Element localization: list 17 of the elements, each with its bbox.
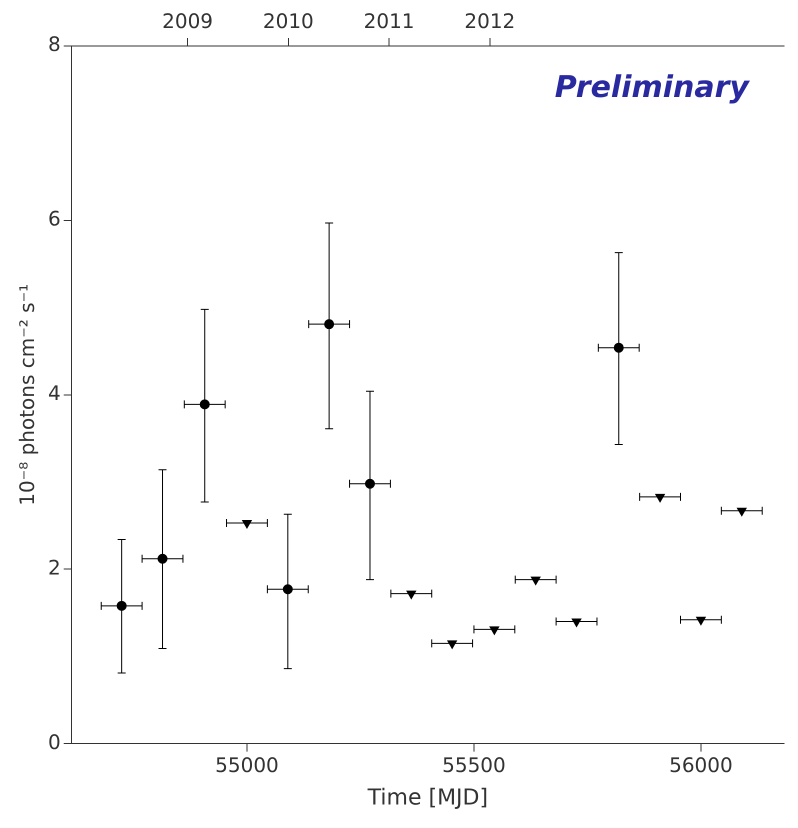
x2-tick-label: 2011 xyxy=(364,9,415,34)
y-tick-label: 2 xyxy=(48,555,61,580)
annotation: Preliminary xyxy=(554,70,750,105)
y-tick-label: 8 xyxy=(48,32,61,56)
y-tick-label: 4 xyxy=(48,381,61,406)
x-tick-label: 55000 xyxy=(215,752,279,777)
point xyxy=(406,590,416,600)
y-axis-title: 10⁻⁸ photons cm⁻² s⁻¹ xyxy=(15,284,40,506)
point xyxy=(530,576,541,586)
x2-tick-label: 2012 xyxy=(464,9,516,34)
y-tick-label: 6 xyxy=(48,206,61,231)
y-tick-label: 0 xyxy=(48,730,61,754)
x2-tick-label: 2010 xyxy=(262,9,314,34)
x-tick-label: 55500 xyxy=(442,752,506,777)
x2-tick-label: 2009 xyxy=(162,9,214,34)
x-axis-title: Time [MJD] xyxy=(366,786,488,811)
x-tick-label: 56000 xyxy=(669,752,733,777)
